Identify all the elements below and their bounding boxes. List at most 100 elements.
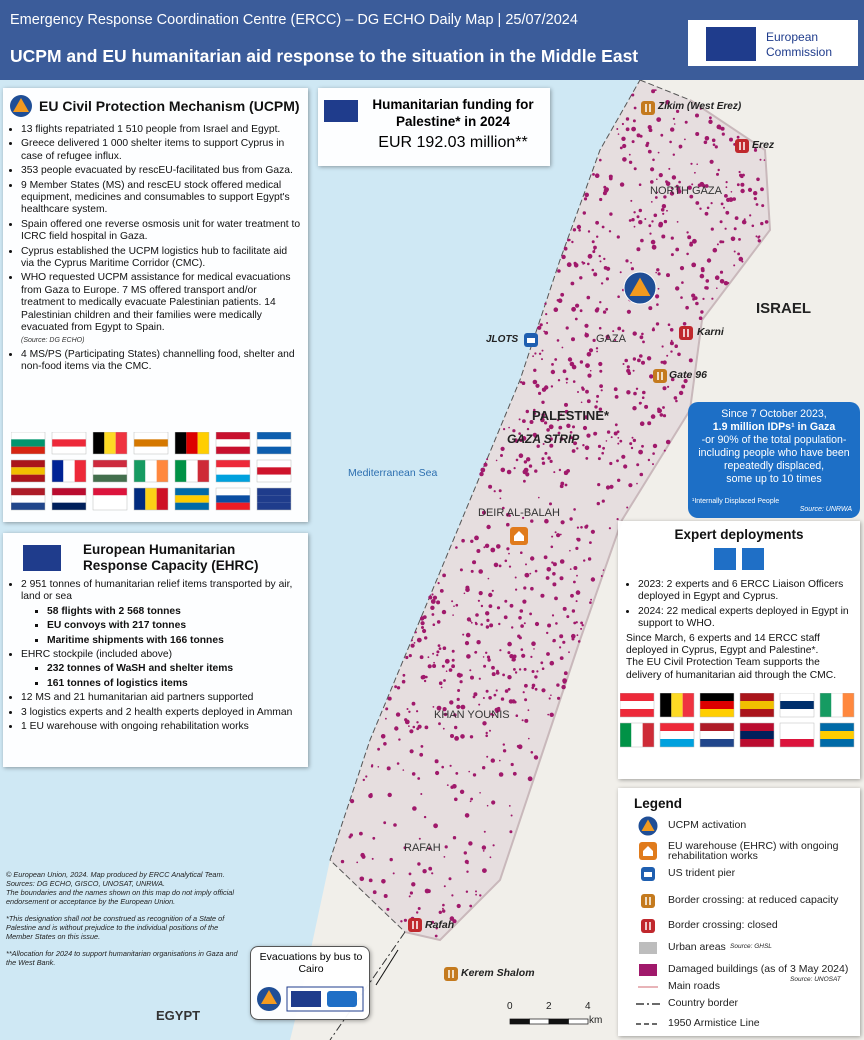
flag-outline xyxy=(215,487,251,511)
damage-dot xyxy=(725,181,728,184)
flag-stripe xyxy=(52,460,64,482)
damage-dot xyxy=(716,243,719,246)
flag-outline xyxy=(215,431,251,455)
damage-dot xyxy=(667,323,671,327)
damage-dot xyxy=(529,612,532,616)
damage-dot xyxy=(638,208,642,213)
damage-dot xyxy=(451,658,455,662)
damage-dot xyxy=(550,694,552,696)
experts-icons xyxy=(626,548,852,575)
damage-dot xyxy=(480,604,484,608)
damage-dot xyxy=(470,675,474,680)
damage-dot xyxy=(430,605,435,610)
damage-dot xyxy=(728,197,734,203)
damage-dot xyxy=(432,652,435,655)
damage-dot xyxy=(438,681,443,685)
header-line2: UCPM and EU humanitarian aid response to… xyxy=(10,46,639,66)
border xyxy=(404,99,772,942)
damage-dot xyxy=(655,294,660,299)
damage-dot xyxy=(386,766,391,771)
flag-stripe xyxy=(257,467,291,475)
flag-stripe xyxy=(642,723,654,747)
damage-dot xyxy=(721,240,725,244)
damage-dot xyxy=(672,117,676,120)
damage-dot xyxy=(633,391,637,396)
damage-dot xyxy=(524,572,530,578)
damage-dot xyxy=(552,582,557,587)
damage-dot xyxy=(712,247,718,253)
damage-dot xyxy=(482,697,485,699)
eu-flag xyxy=(23,545,61,571)
damage-dot xyxy=(508,426,510,429)
damage-dot xyxy=(573,580,576,584)
damage-dot xyxy=(695,201,700,205)
damage-dot xyxy=(498,564,502,568)
damage-dot xyxy=(441,609,447,615)
legend-panel: Legend UCPM activation EU warehouse (EHRC… xyxy=(618,788,860,1036)
damage-dot xyxy=(496,544,501,549)
flag-stripe xyxy=(52,439,86,447)
damage-dot xyxy=(478,703,481,706)
damage-dot xyxy=(556,683,560,687)
flag-stripe xyxy=(620,693,654,701)
flags xyxy=(619,692,858,777)
ehrc-subitem: 58 flights with 2 568 tonnes xyxy=(47,606,311,618)
damage-dot xyxy=(645,143,649,148)
damage-dot xyxy=(508,565,512,568)
damage-dot xyxy=(666,209,668,212)
damage-dot xyxy=(444,658,450,664)
damage-dot xyxy=(508,805,511,807)
damage-dot xyxy=(524,718,529,723)
damage-dot xyxy=(594,432,598,435)
flag-outline xyxy=(779,692,815,718)
damage-dot xyxy=(675,286,680,291)
damage-dot xyxy=(443,679,446,682)
damage-dot xyxy=(638,401,642,405)
damage-dot xyxy=(557,379,561,382)
damage-dot xyxy=(580,526,583,529)
damage-dot xyxy=(632,331,637,336)
damage-dot xyxy=(483,546,486,549)
flag-outline xyxy=(174,431,210,455)
damage-dot xyxy=(552,639,555,643)
damage-dot xyxy=(478,591,483,596)
damage-dot xyxy=(491,672,496,677)
damage-dot xyxy=(705,279,710,283)
damage-dot xyxy=(460,734,465,739)
damage-dot xyxy=(756,177,760,182)
damage-dot xyxy=(617,437,620,439)
damage-dot xyxy=(684,120,688,124)
damage-dot xyxy=(431,613,435,616)
damage-dot xyxy=(482,850,485,852)
damage-dot xyxy=(490,758,495,763)
damage-dot xyxy=(422,628,427,634)
damage-dot xyxy=(423,815,427,819)
damage-dot xyxy=(569,549,571,552)
damage-dot xyxy=(671,175,677,180)
map-label: GAZA STRIP xyxy=(507,432,580,446)
damage-dot xyxy=(547,713,550,716)
flag-outline xyxy=(174,459,210,483)
damage-dot xyxy=(699,207,702,210)
damage-dot xyxy=(553,307,559,313)
damage-dot xyxy=(633,106,637,110)
flag-stripe xyxy=(93,495,127,503)
flag-stripe xyxy=(740,701,774,709)
damage-dot xyxy=(571,637,575,641)
damage-dot xyxy=(515,714,519,717)
damage-dot xyxy=(473,692,478,697)
damage-dot xyxy=(657,407,661,411)
damage-dot xyxy=(616,430,620,434)
damage-dot xyxy=(631,218,635,222)
damage-dot xyxy=(541,349,544,352)
damage-dot xyxy=(549,459,553,463)
damage-dot xyxy=(662,360,667,365)
damage-dot xyxy=(518,418,521,421)
damage-dot xyxy=(593,272,598,277)
damage-dot xyxy=(540,593,545,598)
damage-dot xyxy=(680,296,683,299)
damage-dot xyxy=(587,373,592,378)
flag-stripe xyxy=(216,460,250,468)
damage-dot xyxy=(559,646,562,649)
flag-stripe xyxy=(63,460,75,482)
